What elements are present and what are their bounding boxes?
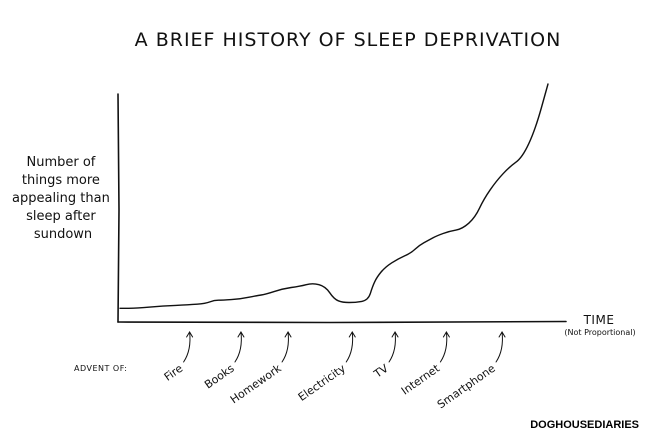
event-arrow: [439, 331, 450, 363]
advent-label: ADVENT OF:: [74, 364, 127, 373]
event-arrow: [234, 331, 245, 363]
event-label: Homework: [228, 361, 284, 406]
event-label: TV: [371, 362, 391, 382]
y-axis: [117, 93, 120, 323]
event-label: Books: [202, 362, 237, 392]
y-axis-label-line: sleep after: [26, 209, 96, 224]
event-label: Smartphone: [435, 362, 498, 412]
y-axis-label: Number of things more appealing than sle…: [12, 155, 114, 242]
event-label: Internet: [399, 361, 443, 397]
y-axis-label-line: things more: [22, 173, 100, 188]
y-axis-label-line: sundown: [34, 227, 92, 242]
brand-label: DOGHOUSEDIARIES: [530, 419, 639, 431]
event-arrow: [281, 331, 292, 363]
event-arrow: [183, 331, 194, 363]
event-arrow: [345, 331, 356, 363]
y-axis-label-line: Number of: [26, 155, 95, 170]
x-axis-note: (Not Proportional): [564, 328, 635, 337]
sleep-deprivation-line: [119, 83, 549, 310]
x-axis-label: TIME: [583, 313, 615, 327]
event-arrow: [495, 331, 506, 363]
event-label: Electricity: [296, 362, 349, 404]
event-label: Fire: [162, 362, 186, 384]
chart-title: A BRIEF HISTORY OF SLEEP DEPRIVATION: [135, 29, 562, 51]
event-arrow: [388, 331, 399, 363]
y-axis-label-line: appealing than: [12, 191, 110, 206]
x-axis: [117, 320, 567, 324]
